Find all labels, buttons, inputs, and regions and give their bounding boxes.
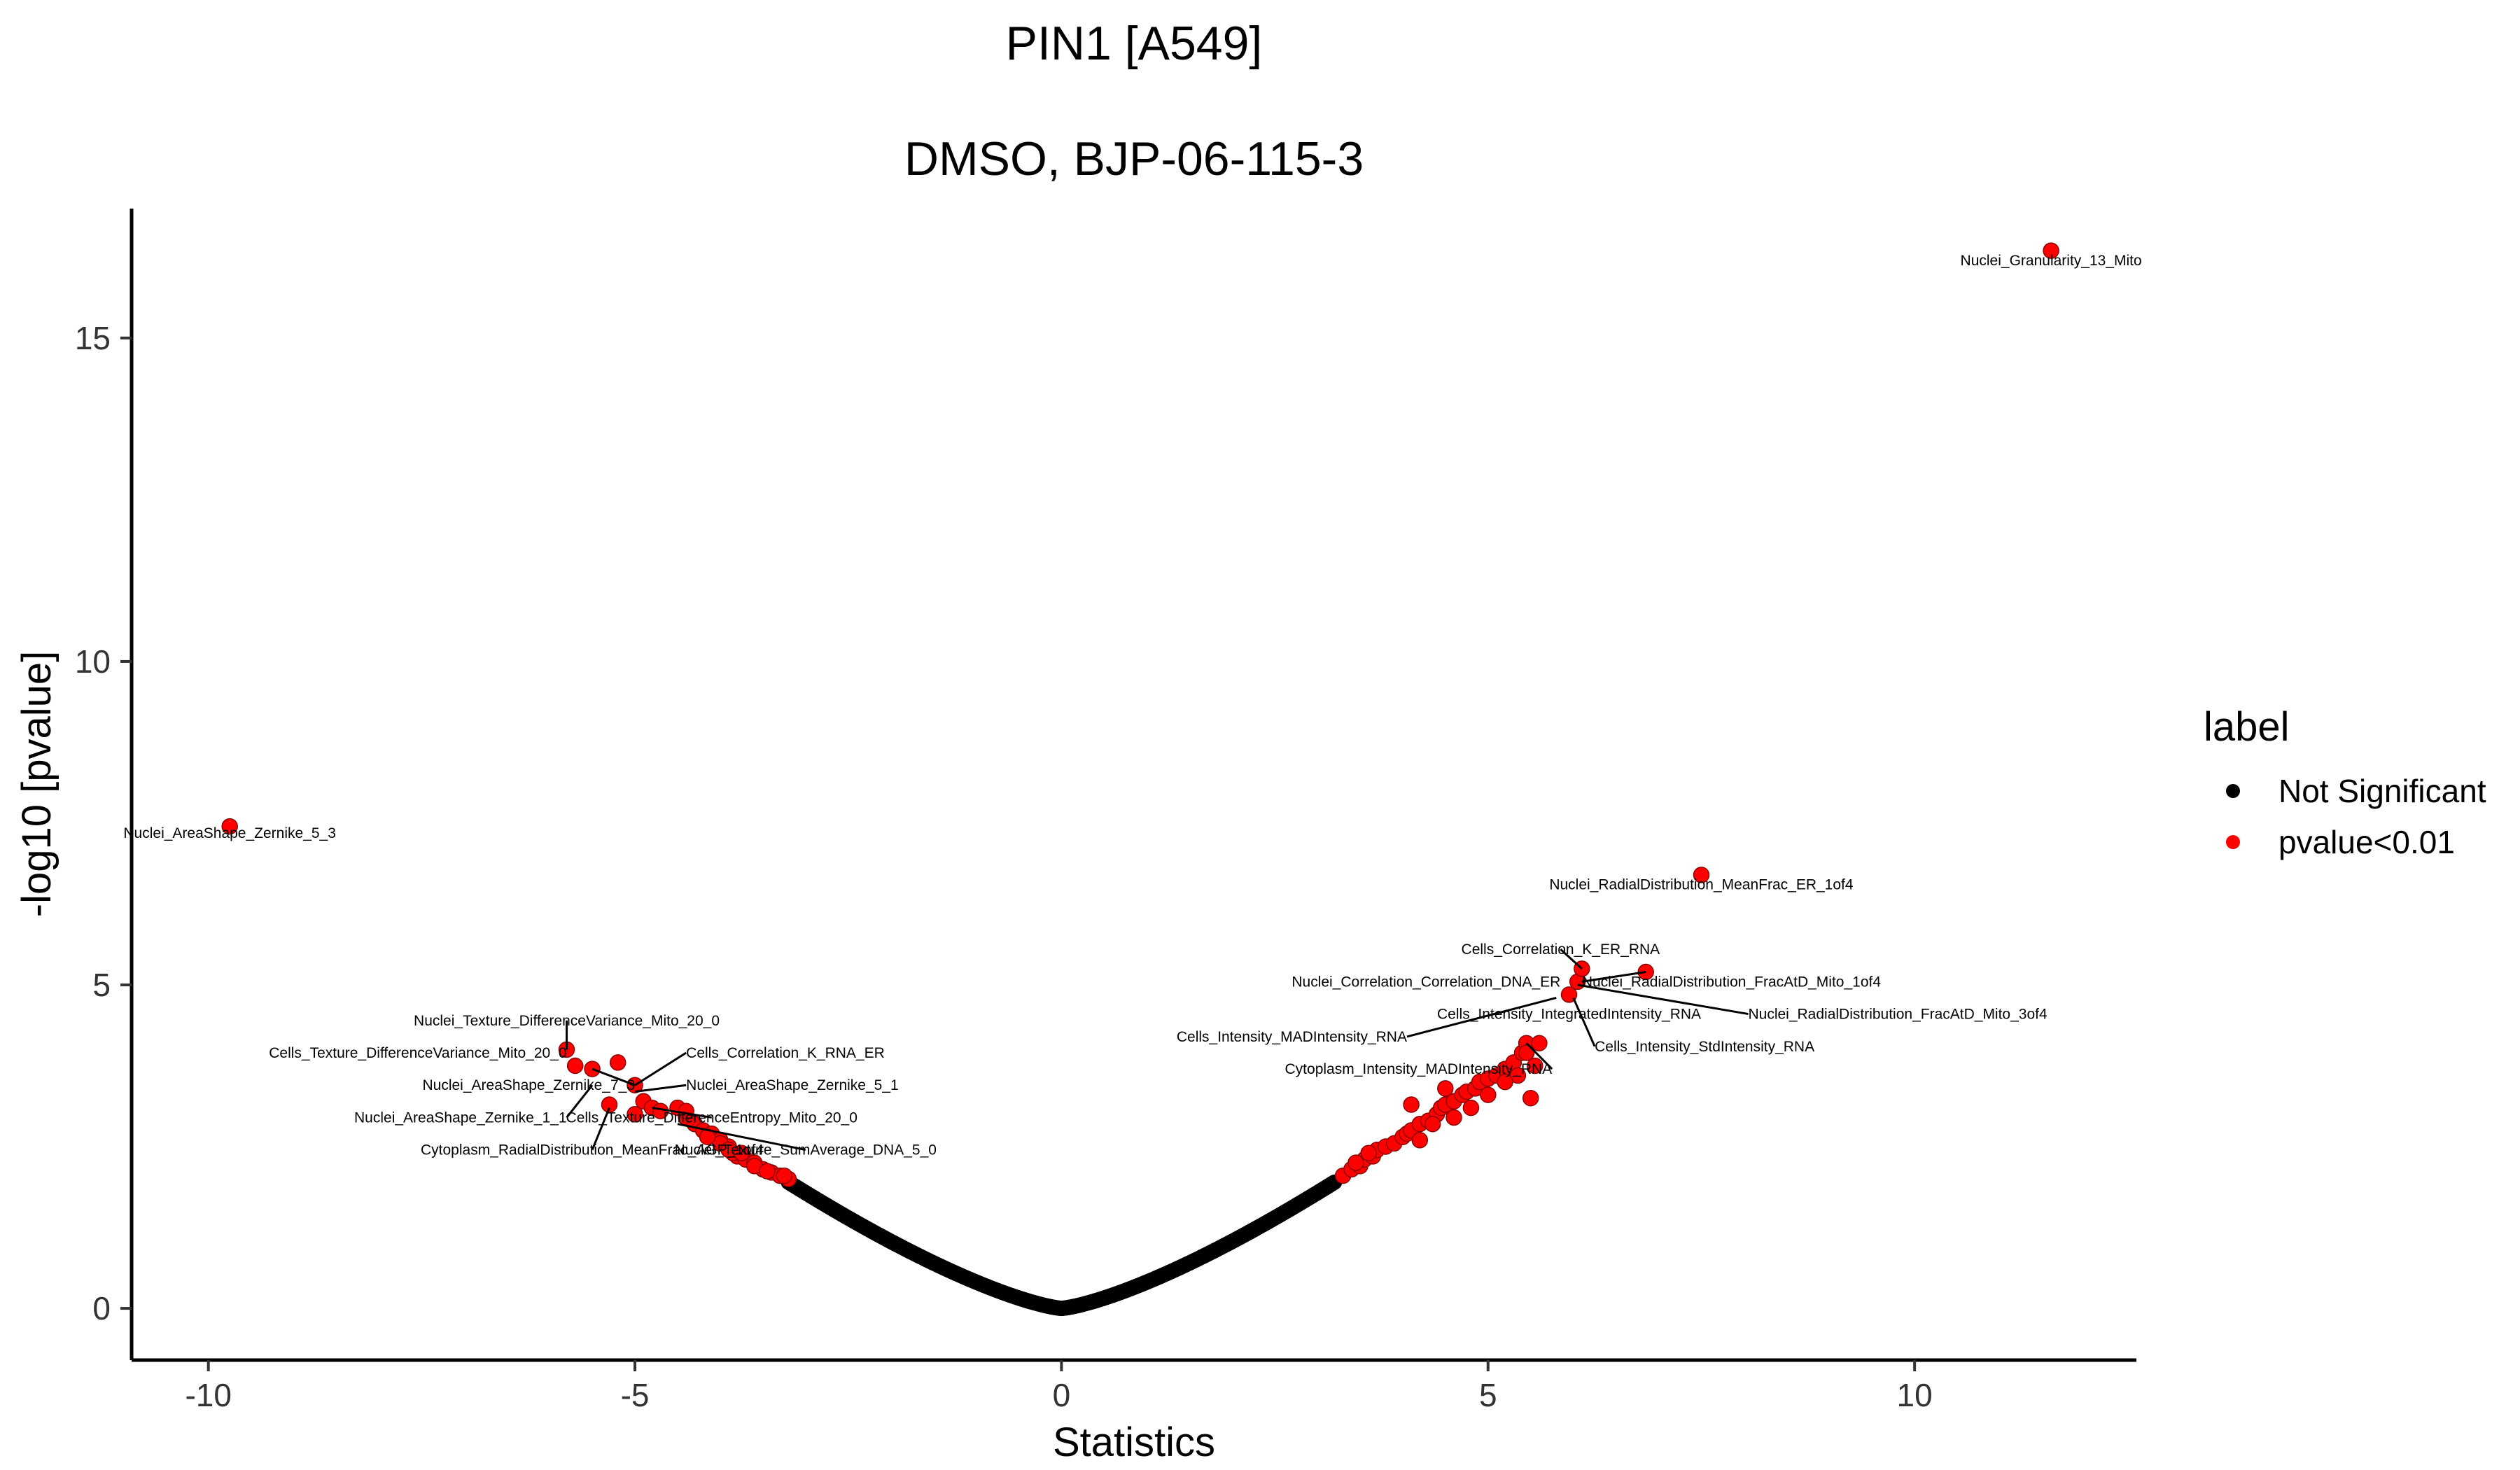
significant-point	[1518, 1044, 1535, 1061]
legend-title: label	[2204, 704, 2290, 750]
annotation-label: Cells_Correlation_K_ER_RNA	[1462, 941, 1660, 958]
significant-point	[1531, 1035, 1548, 1051]
annotation-leader-line	[1525, 1042, 1553, 1070]
significant-point	[2043, 242, 2059, 259]
legend-label-significant: pvalue<0.01	[2278, 824, 2455, 860]
legend-swatch-not-significant	[2226, 784, 2240, 798]
legend-label-not-significant: Not Significant	[2278, 773, 2486, 809]
legend-swatch-significant	[2226, 835, 2240, 849]
y-tick-label: 5	[92, 967, 111, 1003]
annotation-label: Cytoplasm_Intensity_MADIntensity_RNA	[1285, 1061, 1553, 1077]
y-axis-title: -log10 [pvalue]	[14, 651, 59, 917]
significant-point	[1462, 1099, 1480, 1116]
annotation-label: Nuclei_AreaShape_Zernike_5_3	[123, 825, 336, 841]
annotation-label: Cells_Intensity_IntegratedIntensity_RNA	[1437, 1007, 1701, 1023]
y-tick-label: 0	[92, 1290, 111, 1326]
significant-point	[1424, 1115, 1441, 1133]
significant-point	[1446, 1109, 1462, 1126]
annotation-leader-line	[1581, 971, 1646, 983]
annotation-leader-line	[592, 1068, 636, 1086]
annotation-labels: Nuclei_Granularity_13_Mito Nuclei_AreaSha…	[123, 253, 2141, 1158]
significant-point	[1480, 1086, 1497, 1103]
annotation-label: Cells_Intensity_StdIntensity_RNA	[1595, 1039, 1814, 1055]
annotation-leader-line	[1572, 997, 1596, 1047]
x-axis-ticks: -10 -5 0 5 10	[185, 1360, 1933, 1413]
x-tick-label: -10	[185, 1377, 231, 1413]
y-tick-label: 10	[75, 643, 111, 680]
significant-point	[584, 1060, 601, 1077]
annotation-label: Cells_Texture_DifferenceVariance_Mito_20…	[269, 1045, 566, 1061]
annotation-leader-line	[591, 1107, 610, 1151]
annotation-label: Nuclei_RadialDistribution_FracAtD_Mito_1…	[1582, 974, 1882, 990]
annotation-label: Cytoplasm_RadialDistribution_MeanFrac_AG…	[421, 1142, 764, 1158]
annotation-label: Nuclei_Correlation_Correlation_DNA_ER	[1292, 974, 1560, 990]
significant-point	[601, 1096, 618, 1113]
x-tick-label: 10	[1897, 1377, 1933, 1413]
annotation-leader-line	[566, 1084, 594, 1119]
annotation-label: Cells_Correlation_K_RNA_ER	[686, 1045, 885, 1061]
chart-subtitle: DMSO, BJP-06-115-3	[904, 132, 1364, 186]
annotation-leader-line	[634, 1051, 687, 1086]
annotation-leader-line	[1577, 983, 1749, 1016]
annotation-leader-line	[634, 1084, 687, 1093]
significant-point	[1522, 1089, 1539, 1107]
annotation-label: Nuclei_Granularity_13_Mito	[1961, 253, 2142, 269]
significant-point	[1693, 867, 1710, 883]
annotation-label: Cells_Texture_DifferenceEntropy_Mito_20_…	[566, 1110, 858, 1126]
chart-title: PIN1 [A549]	[1006, 17, 1263, 70]
y-axis-ticks: 0 5 10 15	[75, 320, 132, 1326]
significant-point	[1411, 1132, 1429, 1149]
significant-point	[1497, 1073, 1513, 1091]
annotation-label: Nuclei_AreaShape_Zernike_7_3	[422, 1077, 635, 1093]
annotation-label: Nuclei_Texture_SumAverage_DNA_5_0	[675, 1142, 937, 1158]
annotation-leader-lines	[566, 948, 1749, 1152]
significant-point	[221, 818, 238, 835]
significant-point	[776, 1167, 793, 1184]
annotation-label: Nuclei_AreaShape_Zernike_5_1	[686, 1077, 899, 1093]
x-tick-label: 0	[1053, 1377, 1071, 1413]
x-axis-title: Statistics	[1053, 1420, 1215, 1465]
annotation-label: Nuclei_RadialDistribution_FracAtD_Mito_3…	[1748, 1007, 2047, 1023]
x-tick-label: 5	[1479, 1377, 1497, 1413]
significant-point	[1348, 1154, 1364, 1171]
annotation-label: Cells_Intensity_MADIntensity_RNA	[1177, 1029, 1407, 1045]
significant-point	[1403, 1096, 1420, 1113]
significant-point	[1437, 1080, 1454, 1097]
significant-point	[566, 1057, 584, 1074]
annotation-label: Nuclei_Texture_DifferenceVariance_Mito_2…	[414, 1013, 720, 1029]
annotation-leader-line	[677, 1123, 806, 1152]
plot-area: Nuclei_Granularity_13_Mito Nuclei_AreaSha…	[123, 242, 2142, 1317]
annotation-leader-line	[1560, 948, 1583, 969]
annotation-leader-line	[1406, 997, 1557, 1038]
y-tick-label: 15	[75, 320, 111, 356]
significant-points	[221, 242, 2059, 1187]
significant-point	[759, 1163, 776, 1180]
significant-point	[1360, 1144, 1377, 1162]
significant-point	[1527, 1057, 1544, 1074]
annotation-leader-line	[652, 1107, 712, 1119]
not-significant-points	[780, 1174, 1343, 1317]
significant-point	[626, 1106, 643, 1123]
annotation-label: Nuclei_RadialDistribution_MeanFrac_ER_1o…	[1549, 877, 1854, 893]
legend: label Not Significant pvalue<0.01	[2204, 704, 2486, 860]
annotation-label: Nuclei_AreaShape_Zernike_1_1	[354, 1110, 567, 1126]
x-tick-label: -5	[621, 1377, 650, 1413]
significant-point	[609, 1054, 626, 1071]
significant-point	[733, 1144, 750, 1162]
